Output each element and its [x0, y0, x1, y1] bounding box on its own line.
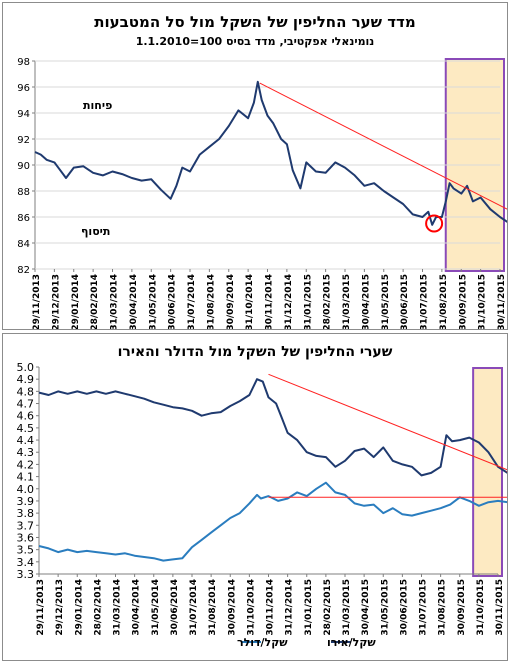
x-tick-label: 31/12/2014 — [284, 274, 294, 329]
x-tick-label: 30/09/2014 — [227, 579, 237, 636]
x-tick-label: 30/11/2014 — [265, 274, 275, 329]
x-tick-label: 30/11/2014 — [266, 579, 276, 636]
x-tick-label: 29/11/2013 — [32, 274, 42, 329]
y-tick-label: 84 — [17, 239, 30, 250]
x-tick-label: 31/01/2015 — [303, 274, 313, 329]
trend-line — [259, 82, 507, 210]
x-tick-label: 30/09/2015 — [457, 579, 467, 636]
devaluation-annotation: פיחות — [83, 99, 112, 112]
legend-label-usd: שקל/דולר — [237, 636, 288, 649]
x-tick-label: 28/02/2014 — [90, 274, 100, 329]
legend-label-eur: שקל/אירו — [327, 636, 376, 649]
trend-line-eur — [268, 373, 507, 471]
x-tick-label: 31/01/2015 — [304, 579, 314, 636]
chart-panel-currency-basket: מדד שער החליפין של השקל מול סל המטבעות נ… — [2, 2, 508, 330]
x-tick-label: 30/04/2015 — [361, 579, 371, 636]
usd-eur-chart: שערי החליפין של השקל מול הדולר והאירו 3.… — [17, 344, 507, 649]
x-tick-label: 31/07/2014 — [187, 274, 197, 329]
x-tick-label: 31/03/2014 — [113, 579, 123, 636]
y-tick-label: 3.8 — [17, 507, 35, 520]
y-tick-label: 3.4 — [17, 556, 35, 569]
x-tick-label: 30/06/2015 — [399, 579, 409, 636]
y-tick-label: 3.7 — [17, 519, 35, 532]
x-tick-label: 30/11/2015 — [495, 579, 505, 636]
series-line — [38, 378, 507, 477]
x-tick-label: 29/01/2014 — [74, 579, 84, 636]
x-tick-label: 30/09/2015 — [458, 274, 468, 329]
x-tick-label: 31/05/2014 — [151, 579, 161, 636]
x-tick-label: 30/04/2014 — [132, 579, 142, 636]
x-tick-label: 28/02/2015 — [323, 579, 333, 636]
y-tick-label: 94 — [17, 109, 30, 120]
x-tick-label: 31/05/2015 — [380, 579, 390, 636]
trend-arrowhead — [506, 470, 507, 473]
x-tick-label: 31/10/2015 — [476, 579, 486, 636]
x-tick-label: 31/05/2015 — [381, 274, 391, 329]
x-tick-label: 30/09/2014 — [226, 274, 236, 329]
x-tick-label: 31/07/2015 — [420, 274, 430, 329]
y-tick-label: 90 — [17, 161, 30, 172]
appreciation-annotation: תיסוף — [81, 225, 110, 238]
y-tick-label: 98 — [17, 57, 30, 68]
y-tick-label: 4.6 — [17, 410, 35, 423]
x-tick-label: 30/04/2015 — [361, 274, 371, 329]
x-tick-label: 31/08/2014 — [206, 274, 216, 329]
y-tick-label: 3.9 — [17, 495, 35, 508]
x-tick-label: 31/10/2014 — [246, 579, 256, 636]
currency-basket-chart: מדד שער החליפין של השקל מול סל המטבעות נ… — [17, 13, 507, 329]
x-tick-label: 29/12/2013 — [51, 274, 61, 329]
x-tick-label: 31/07/2015 — [419, 579, 429, 636]
y-tick-label: 86 — [17, 213, 30, 224]
y-tick-label: 4.5 — [17, 422, 35, 435]
y-tick-label: 96 — [17, 83, 30, 94]
x-tick-label: 30/04/2014 — [129, 274, 139, 329]
y-tick-label: 5.0 — [17, 361, 35, 374]
x-tick-label: 31/05/2014 — [148, 274, 158, 329]
y-tick-label: 3.5 — [17, 544, 35, 557]
x-tick-label: 31/07/2014 — [189, 579, 199, 636]
x-tick-label: 31/08/2015 — [439, 274, 449, 329]
highlight-region — [472, 367, 504, 577]
x-tick-label: 29/11/2013 — [36, 579, 46, 636]
x-tick-label: 31/03/2015 — [342, 274, 352, 329]
y-tick-label: 4.1 — [17, 471, 35, 484]
x-tick-label: 30/11/2015 — [497, 274, 507, 329]
series-line — [34, 80, 507, 226]
x-tick-label: 28/02/2015 — [323, 274, 333, 329]
y-tick-label: 92 — [17, 135, 30, 146]
x-tick-label: 29/12/2013 — [55, 579, 65, 636]
x-tick-label: 31/12/2014 — [285, 579, 295, 636]
x-tick-label: 30/06/2015 — [400, 274, 410, 329]
y-tick-label: 82 — [17, 265, 30, 276]
x-tick-label: 31/10/2014 — [245, 274, 255, 329]
x-tick-label: 31/10/2015 — [478, 274, 488, 329]
low-marker-circle — [425, 214, 444, 233]
y-tick-label: 4.0 — [17, 483, 35, 496]
x-tick-label: 31/03/2015 — [342, 579, 352, 636]
x-tick-label: 31/08/2014 — [208, 579, 218, 636]
y-tick-label: 4.3 — [17, 446, 35, 459]
chart-panel-usd-eur: שערי החליפין של השקל מול הדולר והאירו 3.… — [2, 333, 508, 661]
y-tick-label: 4.8 — [17, 385, 35, 398]
x-tick-label: 30/06/2014 — [168, 274, 178, 329]
chart-title: מדד שער החליפין של השקל מול סל המטבעות — [94, 13, 415, 31]
y-tick-label: 88 — [17, 187, 30, 198]
y-tick-label: 4.7 — [17, 398, 35, 411]
x-tick-label: 30/06/2014 — [170, 579, 180, 636]
y-tick-label: 4.4 — [17, 434, 35, 447]
x-tick-label: 31/03/2014 — [110, 274, 120, 329]
y-tick-label: 3.3 — [17, 568, 35, 581]
series-line — [38, 481, 507, 562]
y-tick-label: 4.2 — [17, 458, 35, 471]
y-tick-label: 4.9 — [17, 373, 35, 386]
x-tick-label: 31/08/2015 — [438, 579, 448, 636]
chart-title: שערי החליפין של השקל מול הדולר והאירו — [118, 344, 393, 360]
chart-subtitle: נומינאלי אפקטיבי, מדד בסיס 100=1.1.2010 — [136, 35, 375, 48]
x-tick-label: 29/01/2014 — [71, 274, 81, 329]
x-tick-label: 28/02/2014 — [93, 579, 103, 636]
y-tick-label: 3.6 — [17, 531, 35, 544]
